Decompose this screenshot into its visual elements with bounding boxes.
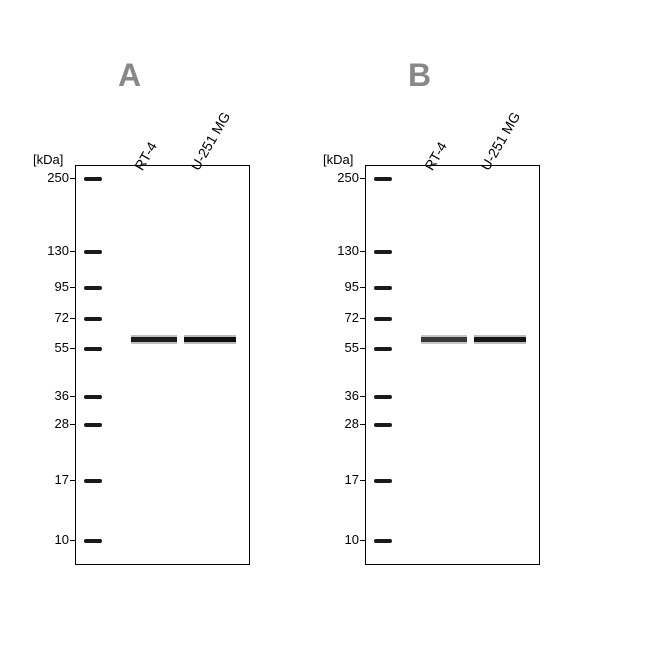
ladder-band: [84, 539, 102, 543]
tick-label: 10: [35, 533, 69, 546]
ladder-band: [84, 177, 102, 181]
axis-unit-A: [kDa]: [33, 152, 63, 167]
ladder-band: [374, 317, 392, 321]
tick-mark: [70, 480, 75, 481]
tick-mark: [70, 318, 75, 319]
ladder-band: [374, 177, 392, 181]
tick-label: 28: [35, 417, 69, 430]
tick-mark: [70, 540, 75, 541]
ladder-band: [84, 317, 102, 321]
ladder-band: [374, 539, 392, 543]
sample-band: [474, 337, 526, 342]
tick-label: 36: [325, 389, 359, 402]
lane-label-U-251-MG: U-251 MG: [187, 109, 233, 173]
tick-label: 17: [35, 473, 69, 486]
tick-mark: [360, 287, 365, 288]
tick-label: 130: [35, 244, 69, 257]
tick-label: 72: [35, 311, 69, 324]
tick-label: 72: [325, 311, 359, 324]
sample-band: [184, 337, 236, 342]
tick-label: 17: [325, 473, 359, 486]
lane-label-U-251-MG: U-251 MG: [477, 109, 523, 173]
tick-mark: [360, 348, 365, 349]
tick-mark: [70, 424, 75, 425]
tick-mark: [360, 396, 365, 397]
sample-band: [131, 337, 177, 342]
tick-mark: [360, 480, 365, 481]
ladder-band: [84, 395, 102, 399]
tick-label: 55: [325, 341, 359, 354]
ladder-band: [374, 395, 392, 399]
tick-label: 250: [35, 171, 69, 184]
tick-label: 95: [325, 280, 359, 293]
ladder-band: [374, 286, 392, 290]
blot-box-A: [75, 165, 250, 565]
tick-mark: [360, 540, 365, 541]
panel-letter-B: B: [408, 57, 431, 94]
tick-label: 36: [35, 389, 69, 402]
tick-label: 10: [325, 533, 359, 546]
axis-unit-B: [kDa]: [323, 152, 353, 167]
ladder-band: [84, 286, 102, 290]
tick-mark: [360, 178, 365, 179]
tick-mark: [360, 318, 365, 319]
tick-label: 55: [35, 341, 69, 354]
tick-label: 250: [325, 171, 359, 184]
ladder-band: [374, 479, 392, 483]
western-blot-figure: A[kDa]25013095725536281710RT-4U-251 MGB[…: [50, 60, 610, 600]
sample-band: [421, 337, 467, 342]
ladder-band: [84, 423, 102, 427]
ladder-band: [84, 479, 102, 483]
tick-label: 95: [35, 280, 69, 293]
ladder-band: [374, 347, 392, 351]
blot-box-B: [365, 165, 540, 565]
ladder-band: [84, 250, 102, 254]
tick-mark: [70, 251, 75, 252]
ladder-band: [374, 423, 392, 427]
tick-mark: [70, 396, 75, 397]
tick-mark: [70, 178, 75, 179]
tick-label: 130: [325, 244, 359, 257]
ladder-band: [374, 250, 392, 254]
tick-mark: [360, 251, 365, 252]
tick-mark: [70, 348, 75, 349]
tick-mark: [360, 424, 365, 425]
ladder-band: [84, 347, 102, 351]
tick-mark: [70, 287, 75, 288]
panel-letter-A: A: [118, 57, 141, 94]
tick-label: 28: [325, 417, 359, 430]
